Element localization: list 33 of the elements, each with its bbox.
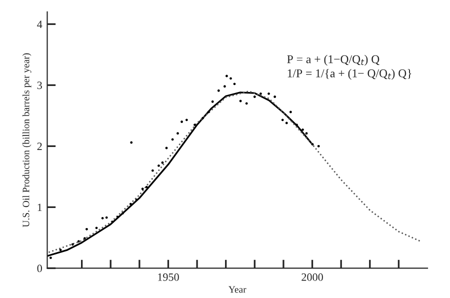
point	[289, 110, 292, 114]
y-tick-label: 4	[37, 20, 42, 28]
point	[185, 118, 188, 122]
point	[281, 118, 284, 122]
y-tick-label: 0	[37, 264, 42, 272]
y-axis-title: U.S. Oil Production (billion barrels per year)	[22, 53, 32, 228]
x-tick-label: 2000	[302, 273, 323, 281]
y-tick-label: 1	[38, 204, 42, 212]
point	[77, 240, 80, 243]
point	[161, 161, 164, 164]
point	[305, 132, 308, 135]
point	[130, 141, 133, 144]
x-axis-title: Year	[228, 286, 246, 293]
annotation: 1/P = 1/{a + (1− Q/Q$_{t}$) Q}	[288, 69, 412, 80]
point	[101, 216, 104, 220]
point	[141, 188, 144, 190]
line-series	[47, 92, 314, 257]
point	[311, 143, 314, 146]
y-tick-label: 3	[37, 82, 42, 90]
y-tick-label: 2	[37, 142, 42, 150]
point	[145, 186, 148, 188]
point	[151, 169, 154, 172]
point	[71, 243, 74, 246]
point	[83, 237, 86, 240]
x-tick-label: 1950	[158, 273, 179, 281]
point	[211, 100, 214, 103]
point	[285, 122, 288, 124]
annotation: P = a + (1−Q/Q$_{t}$) Q	[287, 54, 380, 66]
point	[217, 89, 220, 92]
point	[223, 85, 226, 88]
point	[317, 144, 320, 148]
point	[59, 248, 62, 252]
line-series	[48, 90, 422, 254]
